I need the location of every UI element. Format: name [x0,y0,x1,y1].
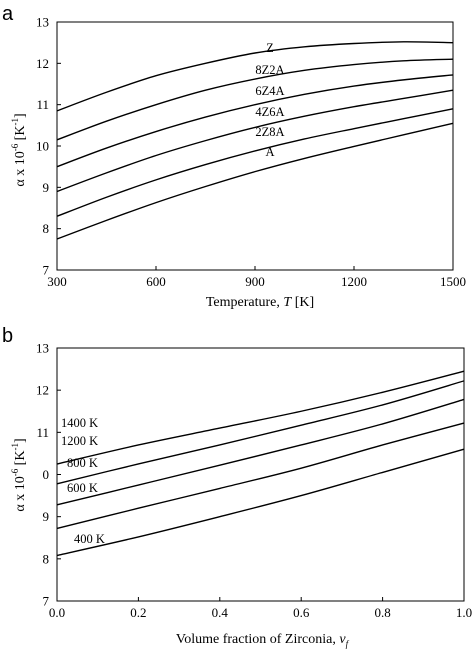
panel-a-curve-z [56,41,454,112]
panel-a-curve-label-6z4a: 6Z4A [255,84,284,98]
panel-a: a 300 600 900 1200 1500 7 8 9 10 11 12 13 Z 8Z2A 6Z4A… [2,3,466,310]
panel-a-curve-label-z: Z [266,41,274,55]
panel-b-curve-400-k [56,448,465,557]
panel-a-label: a [2,3,14,25]
panel-b-curve-labels: 1400 K 1200 K 800 K 600 K 400 K [61,416,105,546]
panel-a-curve-2z8a [56,108,454,217]
panel-a-y-tick-label: 11 [36,97,49,112]
panel-b-curve-1200-k [56,380,465,485]
panel-b-x-axis-label: Volume fraction of Zirconia, vf [176,632,350,649]
panel-b-y-axis-label: α x 10-6 [K-1] [10,438,28,511]
panel-b-y-tick-label: 13 [36,341,49,356]
panel-b-curve-label-800-k: 800 K [67,456,98,470]
panel-a-x-tick-label: 900 [245,274,265,289]
panel-b-x-tick-label: 0.2 [130,605,146,620]
panel-b-y-tick-label: 0 [43,467,50,482]
panel-b-curve-label-1200-k: 1200 K [61,434,98,448]
panel-a-x-tick-label: 1500 [440,274,466,289]
panel-b-y-tick-label: 7 [43,594,50,609]
panel-a-curves [56,41,454,240]
panel-b-axes: 0.0 0.2 0.4 0.6 0.8 1.0 7 8 9 0 11 12 13 [36,341,472,621]
panel-a-curve-4z6a [56,89,454,193]
panel-b-curve-label-600-k: 600 K [67,481,98,495]
panel-a-x-tick-label: 1200 [341,274,367,289]
panel-b-y-tick-label: 12 [36,383,49,398]
panel-a-y-tick-label: 9 [43,180,50,195]
panel-b-curve-1400-k [56,370,465,465]
panel-a-curve-label-4z6a: 4Z6A [255,105,284,119]
panel-b-y-tick-label: 8 [43,551,50,566]
panel-b: b 0.0 0.2 0.4 0.6 0.8 1.0 7 8 9 0 11 12 13 1400 K 120… [2,325,472,649]
panel-a-curve-label-8z2a: 8Z2A [255,63,284,77]
panel-b-curve-800-k [56,398,465,506]
panel-b-x-tick-label: 1.0 [456,605,472,620]
panel-b-x-tick-label: 0.0 [49,605,65,620]
panel-a-y-tick-label: 13 [36,15,49,30]
panel-a-y-tick-label: 10 [36,139,49,154]
panel-b-label: b [2,325,13,347]
panel-a-axes: 300 600 900 1200 1500 7 8 9 10 11 12 13 [36,15,466,290]
panel-b-y-tick-label: 9 [43,509,50,524]
panel-b-x-tick-label: 0.6 [293,605,310,620]
panel-a-curve-label-a: A [265,145,274,159]
panel-a-x-axis-label: Temperature, T [K] [206,295,314,310]
panel-b-y-tick-label: 11 [36,425,49,440]
panel-a-x-tick-label: 600 [146,274,166,289]
panel-a-y-tick-label: 8 [43,221,50,236]
panel-a-curve-8z2a [56,58,454,141]
panel-b-plot-frame [56,347,465,602]
panel-b-curve-label-400-k: 400 K [74,532,105,546]
panel-a-curve-6z4a [56,74,454,168]
panel-a-plot-frame [56,21,454,271]
panel-a-curve-a [56,122,454,240]
panel-a-y-axis-label: α x 10-6 [K-1] [10,113,28,186]
panel-a-x-tick-label: 300 [47,274,67,289]
panel-b-x-tick-label: 0.4 [212,605,229,620]
panel-a-curve-label-2z8a: 2Z8A [255,125,284,139]
panel-a-curve-labels: Z 8Z2A 6Z4A 4Z6A 2Z8A A [255,41,284,159]
panel-b-curve-600-k [56,422,465,530]
panel-a-y-tick-label: 12 [36,56,49,71]
panel-b-curve-label-1400-k: 1400 K [61,416,98,430]
panel-b-curves [56,370,465,557]
panel-b-x-tick-label: 0.8 [374,605,390,620]
panel-a-y-tick-label: 7 [43,263,50,278]
